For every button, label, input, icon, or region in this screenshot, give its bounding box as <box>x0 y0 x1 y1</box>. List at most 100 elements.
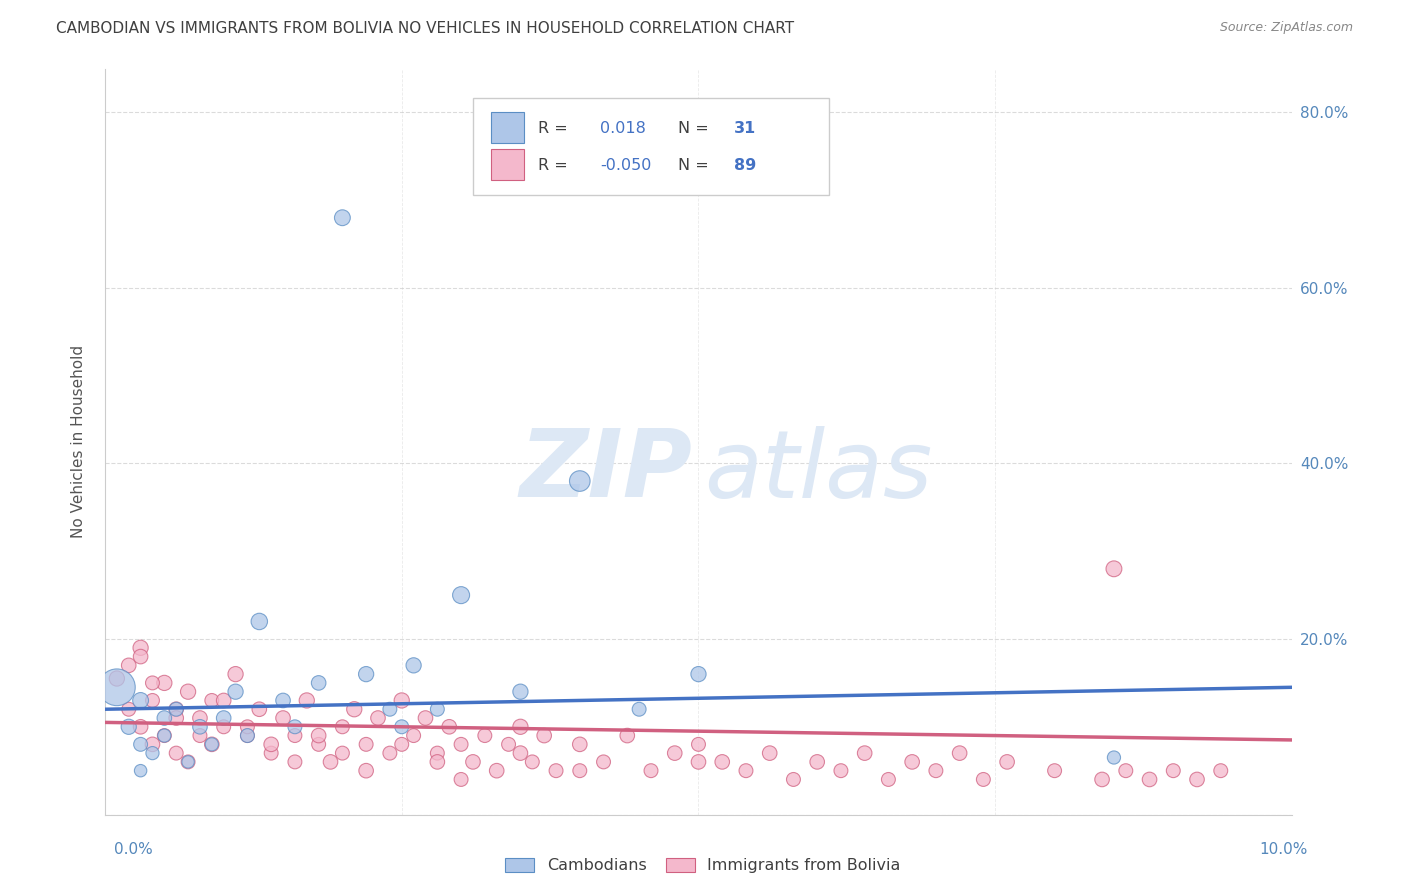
Bar <box>491 112 524 143</box>
Point <box>378 746 401 760</box>
Point <box>225 667 247 681</box>
Point <box>877 772 900 787</box>
Point <box>247 702 270 716</box>
Point <box>1139 772 1161 787</box>
Point <box>1091 772 1114 787</box>
Point <box>260 737 283 751</box>
Point <box>141 676 163 690</box>
Point <box>688 667 710 681</box>
Point <box>129 764 152 778</box>
Point <box>509 746 531 760</box>
Legend: Cambodians, Immigrants from Bolivia: Cambodians, Immigrants from Bolivia <box>499 851 907 880</box>
Point <box>711 755 734 769</box>
Point <box>165 746 187 760</box>
Text: 0.018: 0.018 <box>600 120 645 136</box>
Point <box>367 711 389 725</box>
Point <box>271 711 294 725</box>
Point <box>308 729 330 743</box>
Point <box>332 746 354 760</box>
Point <box>177 755 200 769</box>
Point <box>1102 562 1125 576</box>
Point <box>782 772 804 787</box>
Point <box>402 729 425 743</box>
Point <box>260 746 283 760</box>
Point <box>533 729 555 743</box>
Point <box>378 702 401 716</box>
Point <box>105 681 128 695</box>
Point <box>354 667 377 681</box>
Point <box>402 658 425 673</box>
Text: atlas: atlas <box>704 425 932 516</box>
Point <box>332 211 354 225</box>
Point <box>758 746 780 760</box>
Point <box>949 746 972 760</box>
Point <box>118 720 141 734</box>
Point <box>450 772 472 787</box>
Point <box>247 615 270 629</box>
Point <box>308 737 330 751</box>
Point <box>1115 764 1137 778</box>
Text: 10.0%: 10.0% <box>1260 842 1308 856</box>
Point <box>509 720 531 734</box>
Point <box>509 684 531 698</box>
Text: ZIP: ZIP <box>520 425 693 517</box>
Point <box>177 755 200 769</box>
Point <box>1209 764 1232 778</box>
Point <box>271 693 294 707</box>
Point <box>450 588 472 602</box>
Point <box>735 764 758 778</box>
Point <box>391 693 413 707</box>
Point <box>188 729 211 743</box>
Point <box>141 737 163 751</box>
Point <box>319 755 342 769</box>
Text: N =: N = <box>678 120 714 136</box>
Point <box>188 720 211 734</box>
Point <box>129 693 152 707</box>
Point <box>236 720 259 734</box>
Point <box>129 737 152 751</box>
Point <box>1043 764 1066 778</box>
Point <box>118 702 141 716</box>
Text: 89: 89 <box>734 158 756 173</box>
Point <box>568 764 591 778</box>
Point <box>664 746 686 760</box>
Point <box>201 737 224 751</box>
Point <box>616 729 638 743</box>
Point <box>426 746 449 760</box>
Point <box>544 764 567 778</box>
Point <box>308 676 330 690</box>
Point <box>105 672 128 686</box>
Point <box>426 755 449 769</box>
Point <box>1102 750 1125 764</box>
Point <box>568 737 591 751</box>
Point <box>830 764 852 778</box>
Point <box>188 711 211 725</box>
Point <box>688 737 710 751</box>
Point <box>295 693 318 707</box>
Point <box>688 755 710 769</box>
Point <box>284 720 307 734</box>
Text: 31: 31 <box>734 120 756 136</box>
Point <box>592 755 614 769</box>
Text: R =: R = <box>538 158 574 173</box>
Bar <box>491 149 524 180</box>
Point <box>225 684 247 698</box>
Point <box>853 746 876 760</box>
Text: -0.050: -0.050 <box>600 158 651 173</box>
Point <box>354 737 377 751</box>
Point <box>153 729 176 743</box>
Point <box>332 720 354 734</box>
Point <box>522 755 544 769</box>
Point <box>177 684 200 698</box>
Point <box>474 729 496 743</box>
FancyBboxPatch shape <box>472 98 830 195</box>
Point <box>925 764 948 778</box>
Point <box>236 729 259 743</box>
Point <box>1161 764 1184 778</box>
Point <box>972 772 994 787</box>
Point <box>498 737 520 751</box>
Point <box>141 746 163 760</box>
Text: N =: N = <box>678 158 714 173</box>
Point <box>201 693 224 707</box>
Point <box>1185 772 1208 787</box>
